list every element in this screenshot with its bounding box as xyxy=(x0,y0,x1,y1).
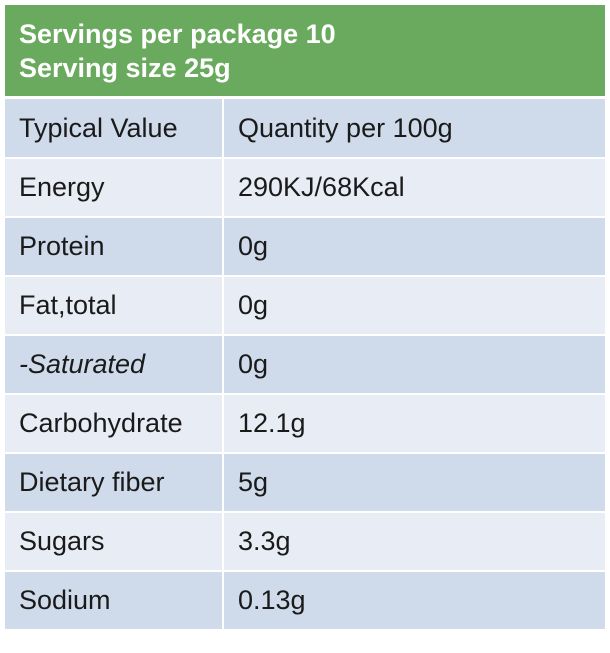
row-value: 3.3g xyxy=(223,512,605,572)
table-row: Sugars 3.3g xyxy=(5,512,605,572)
table-header-row: Typical Value Quantity per 100g xyxy=(5,99,605,159)
nutrition-facts-panel: Servings per package 10 Serving size 25g… xyxy=(4,4,606,632)
table-row: Energy 290KJ/68Kcal xyxy=(5,158,605,218)
row-label: Carbohydrate xyxy=(5,394,224,454)
row-label: Dietary fiber xyxy=(5,453,224,513)
row-label: -Saturated xyxy=(5,335,224,395)
row-value: 0g xyxy=(223,335,605,395)
row-label: Sugars xyxy=(5,512,224,572)
column-header-quantity: Quantity per 100g xyxy=(223,99,605,159)
row-label: Sodium xyxy=(5,571,224,631)
row-value: 0g xyxy=(223,217,605,277)
column-header-typical-value: Typical Value xyxy=(5,99,224,159)
row-value: 290KJ/68Kcal xyxy=(223,158,605,218)
table-row: -Saturated 0g xyxy=(5,335,605,395)
row-label: Energy xyxy=(5,158,224,218)
row-label: Protein xyxy=(5,217,224,277)
table-row: Fat,total 0g xyxy=(5,276,605,336)
row-label: Fat,total xyxy=(5,276,224,336)
row-value: 12.1g xyxy=(223,394,605,454)
nutrition-header: Servings per package 10 Serving size 25g xyxy=(5,5,605,99)
row-value: 5g xyxy=(223,453,605,513)
row-value: 0g xyxy=(223,276,605,336)
servings-per-package: Servings per package 10 xyxy=(19,19,336,49)
nutrition-table: Typical Value Quantity per 100g Energy 2… xyxy=(5,99,605,631)
table-row: Dietary fiber 5g xyxy=(5,453,605,513)
table-row: Sodium 0.13g xyxy=(5,571,605,631)
table-row: Protein 0g xyxy=(5,217,605,277)
row-value: 0.13g xyxy=(223,571,605,631)
serving-size: Serving size 25g xyxy=(19,53,231,83)
table-row: Carbohydrate 12.1g xyxy=(5,394,605,454)
